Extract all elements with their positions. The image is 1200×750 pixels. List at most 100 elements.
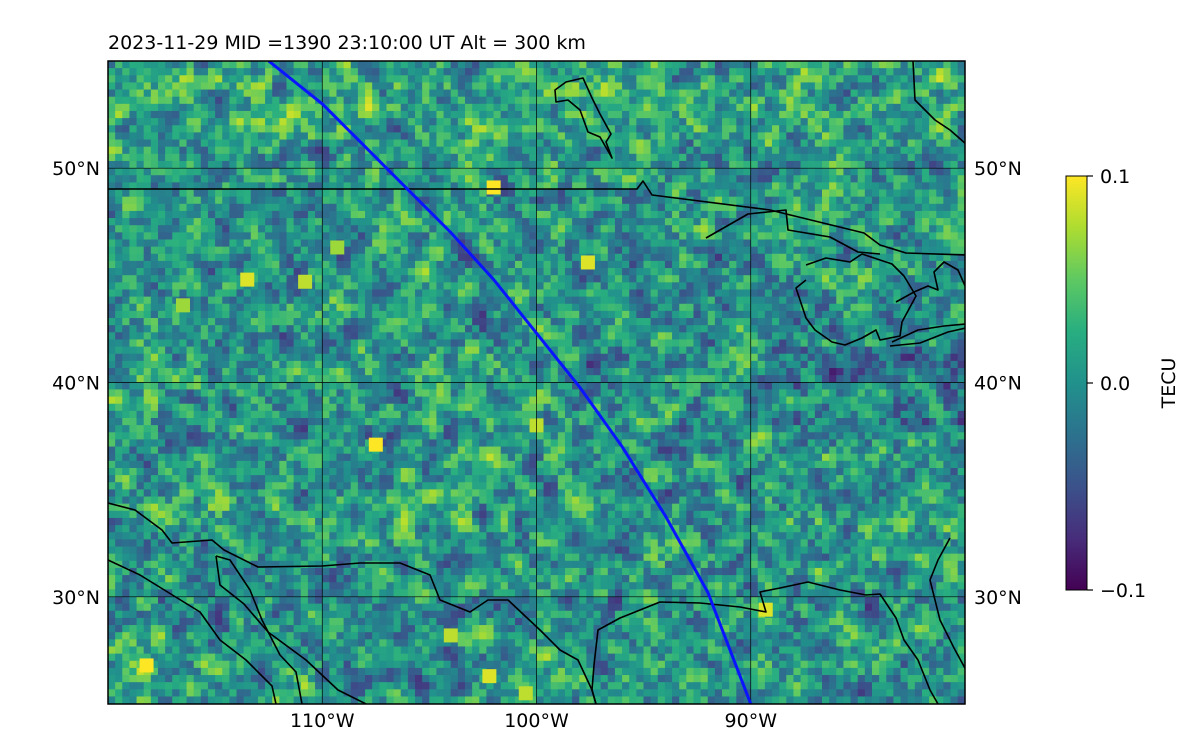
tec-cell [436, 196, 445, 205]
tec-cell [829, 239, 837, 248]
tec-cell [957, 182, 965, 191]
tec-cell [215, 168, 223, 176]
tec-cell [514, 268, 523, 276]
tec-cell [864, 296, 873, 305]
tec-cell [636, 232, 645, 241]
tec-cell [493, 275, 502, 283]
tec-cell [593, 160, 602, 169]
tec-cell [479, 189, 488, 198]
tec-cell [336, 289, 345, 298]
tec-cell [172, 332, 180, 341]
tec-cell [293, 146, 302, 155]
tec-cell [550, 61, 559, 69]
tec-cell [407, 260, 416, 269]
tec-cell [672, 160, 680, 169]
tec-cell [115, 253, 123, 262]
tec-cell [850, 218, 859, 226]
tec-cell [793, 303, 802, 312]
tec-cell [457, 189, 466, 198]
tec-cell [407, 310, 416, 319]
tec-cell [929, 239, 937, 248]
tec-cell [564, 260, 573, 269]
tec-cell [279, 146, 288, 155]
tec-cell [136, 246, 145, 255]
tec-cell [900, 210, 909, 219]
tec-cell [157, 68, 166, 76]
tec-cell [700, 275, 709, 283]
tec-cell [936, 275, 944, 283]
tec-cell [764, 203, 773, 212]
tec-cell [893, 210, 902, 219]
tec-cell [486, 318, 495, 326]
tec-cell [850, 125, 859, 133]
tec-cell [829, 210, 837, 219]
tec-cell [150, 260, 159, 269]
tec-cell [600, 132, 609, 141]
tec-cell [857, 168, 866, 176]
tec-cell [650, 175, 659, 183]
tec-cell [729, 175, 737, 183]
tec-cell [115, 89, 123, 98]
tec-cell [557, 118, 566, 126]
tec-cell [493, 110, 502, 119]
tec-cell [350, 318, 359, 326]
tec-cell [236, 146, 245, 155]
tec-cell [529, 196, 537, 205]
tec-cell [957, 68, 965, 76]
tec-cell [693, 260, 702, 269]
tec-cell [222, 260, 230, 269]
tec-cell [793, 325, 802, 333]
tec-cell [265, 253, 273, 262]
tec-cell [150, 232, 159, 241]
tec-cell [907, 310, 916, 319]
tec-cell [250, 96, 259, 105]
tec-cell [843, 203, 852, 212]
tec-cell [579, 146, 587, 155]
tec-cell [236, 110, 245, 119]
tec-cell [172, 153, 180, 162]
tec-cell [672, 318, 680, 326]
tec-cell [543, 68, 552, 76]
tec-cell [500, 132, 509, 141]
tec-cell [379, 125, 388, 133]
tec-cell [714, 325, 723, 333]
tec-cell [536, 253, 545, 262]
tec-cell [822, 332, 830, 341]
tec-cell [729, 318, 737, 326]
tec-cell [950, 153, 959, 162]
tec-cell [943, 160, 952, 169]
tec-cell [893, 232, 902, 241]
tec-cell [907, 189, 916, 198]
tec-cell [714, 332, 723, 341]
tec-cell [422, 103, 430, 112]
tec-cell [443, 232, 452, 241]
tec-cell [407, 118, 416, 126]
tec-cell [943, 103, 952, 112]
tec-cell [115, 289, 123, 298]
tec-cell [957, 168, 965, 176]
tec-cell [850, 182, 859, 191]
tec-cell [522, 82, 530, 91]
tec-cell [843, 239, 852, 248]
tec-cell [871, 182, 880, 191]
tec-cell [136, 296, 145, 305]
tec-cell [400, 339, 409, 348]
tec-cell [465, 253, 473, 262]
tec-cell [629, 346, 637, 355]
tec-cell [579, 275, 587, 283]
tec-cell [686, 96, 695, 105]
tec-cell [357, 110, 366, 119]
tec-cell [186, 246, 195, 255]
tec-cell [500, 325, 509, 333]
tec-cell [493, 68, 502, 76]
tec-cell [686, 310, 695, 319]
tec-cell [365, 160, 373, 169]
tec-cell [407, 132, 416, 141]
tec-cell [729, 132, 737, 141]
tec-cell [614, 210, 623, 219]
tec-cell [550, 103, 559, 112]
tec-cell [122, 110, 131, 119]
tec-cell [122, 75, 131, 84]
tec-cell [914, 218, 923, 226]
tec-cell [722, 82, 730, 91]
